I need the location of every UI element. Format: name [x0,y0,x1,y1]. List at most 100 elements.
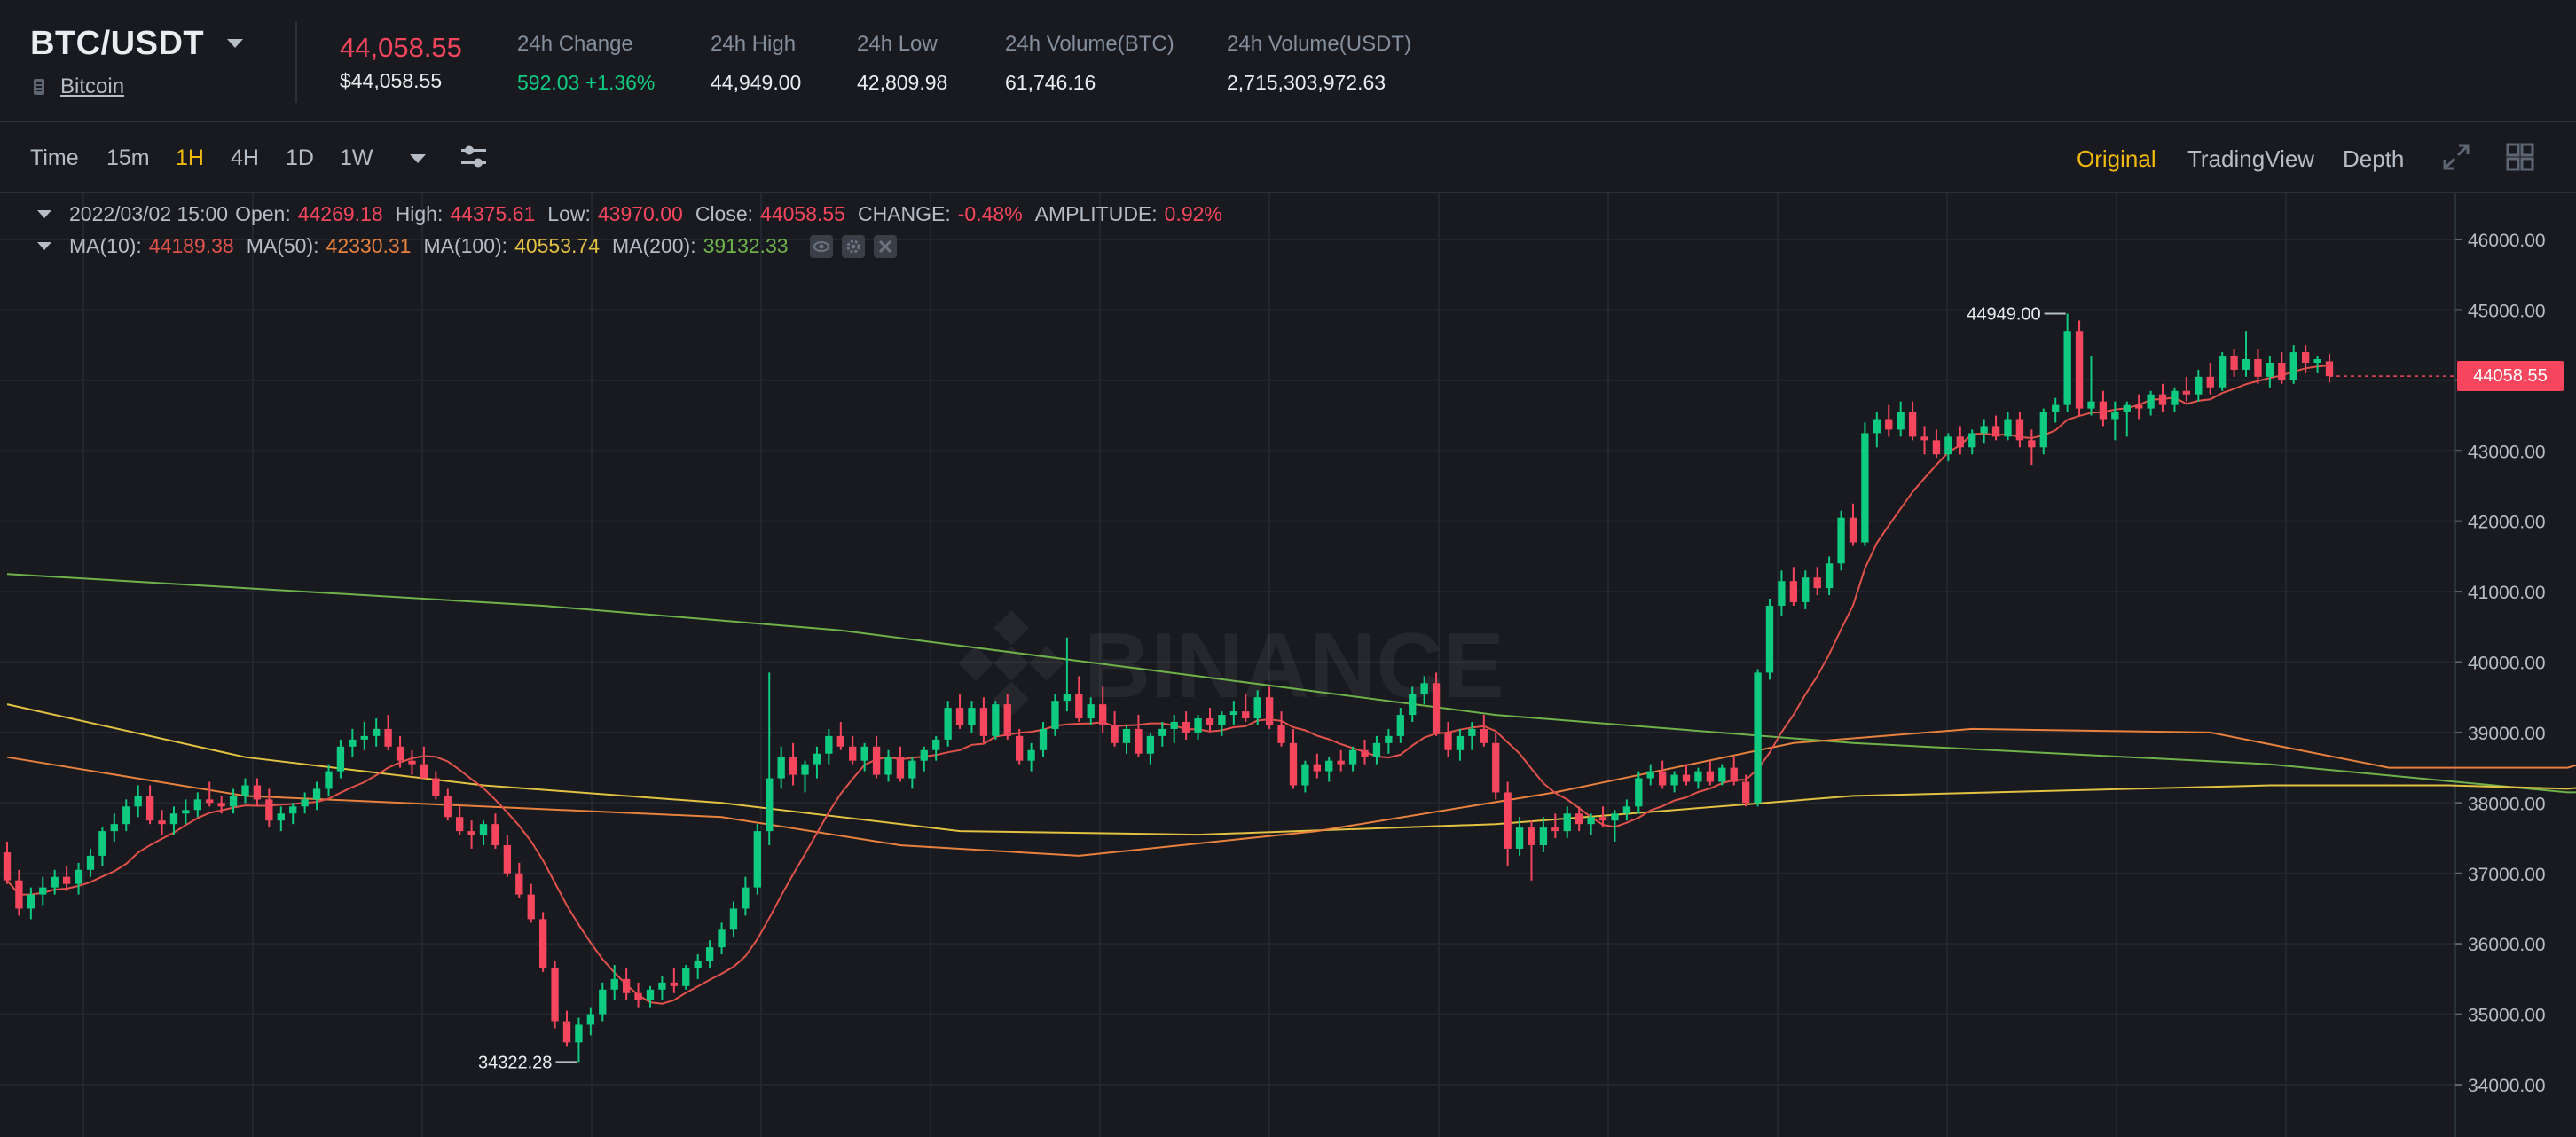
candle-body [1039,728,1048,750]
candle [1206,708,1214,733]
tab-depth[interactable]: Depth [2343,145,2405,172]
interval-more-caret-icon[interactable] [410,154,426,163]
candle-body [1956,436,1964,448]
expand-icon[interactable] [2441,142,2471,172]
candle-body [349,739,357,747]
price-tick-label: 37000.00 [2468,865,2546,885]
candle-body [718,929,726,948]
candle [813,746,821,779]
candle-body [1908,412,1917,437]
pair-title[interactable]: BTC/USDT [30,25,205,62]
candle-body [1229,711,1238,716]
candle-body [1158,728,1166,736]
candle-body [75,869,82,884]
candle-body [1754,672,1762,804]
candle-body [1873,419,1881,434]
candle-body [1849,517,1857,543]
tab-tradingview[interactable]: TradingView [2187,145,2315,172]
candle-body [420,764,428,779]
candle-body [1420,683,1428,694]
candle-body [1348,749,1357,765]
candle [1242,694,1250,723]
candlestick-chart[interactable]: BINANCE 46000.0045000.0044000.0043000.00… [0,193,2576,1137]
interval-4h[interactable]: 4H [231,145,259,170]
tab-original[interactable]: Original [2077,145,2156,172]
candle-body [241,785,249,796]
candle [1182,711,1190,740]
candle [2206,362,2214,395]
collapse-caret-icon[interactable] [37,210,51,218]
candle-body [1325,760,1333,772]
interval-time[interactable]: Time [30,145,79,170]
eye-icon[interactable] [809,234,833,258]
candle-body [610,978,618,990]
candle [373,718,381,747]
candle-body [301,799,309,807]
candle [360,722,368,750]
candle [1504,781,1512,866]
legend-high-label: High: [395,202,444,225]
interval-1w[interactable]: 1W [340,145,373,170]
candle [908,757,916,789]
caret-down-icon[interactable] [227,39,243,48]
candle-body [1087,704,1095,719]
candle [1313,753,1321,779]
candle-body [1694,771,1702,782]
candle [1396,708,1404,743]
candle [1825,556,1834,596]
candle [944,701,952,747]
sliders-icon[interactable] [459,142,488,172]
candle-body [145,796,154,821]
stat-label: 24h Low [857,32,938,56]
candle-body [1456,735,1465,750]
candle [158,810,166,835]
candle-body [1075,694,1083,719]
candle-body [766,778,774,832]
candle [1432,672,1441,736]
candle [206,781,214,807]
candle [1444,722,1452,757]
candle [1991,415,2000,441]
candle [1146,732,1155,765]
candle [610,964,618,1000]
candle-body [729,908,738,930]
candle-body [1289,742,1298,786]
candle [1111,711,1119,747]
close-icon[interactable] [873,234,897,258]
interval-1d[interactable]: 1D [286,145,314,170]
candle [2099,390,2108,427]
candle [2242,331,2250,377]
candle [1885,404,1893,437]
candle-body [2147,394,2155,409]
stat-value: 592.03 +1.36% [517,71,656,94]
gear-icon[interactable] [841,234,865,258]
candle-body [1372,742,1381,757]
candle-body [908,760,916,779]
candle-body [503,844,512,874]
candle [1170,715,1178,743]
interval-1h[interactable]: 1H [176,145,204,170]
price-tick-label: 39000.00 [2468,724,2546,744]
candle [1635,771,1643,814]
ma100-line [6,703,2576,836]
price-tick-label: 38000.00 [2468,794,2546,814]
price-chart[interactable]: BINANCE 46000.0045000.0044000.0043000.00… [0,193,2576,1137]
candle [1694,767,1702,789]
candle-body [1385,735,1393,743]
interval-15m[interactable]: 15m [106,145,150,170]
candle [1456,728,1465,761]
candle [503,835,512,877]
candle [1385,728,1393,754]
candle [51,869,59,895]
candle [253,778,262,807]
collapse-caret-icon[interactable] [37,242,51,250]
candle-body [2289,352,2297,380]
candle-body [1598,817,1607,821]
candle [75,862,82,895]
candle-body [2087,401,2095,409]
coin-link[interactable]: Bitcoin [60,74,125,98]
candle-body [1016,735,1024,761]
grid-icon[interactable] [2505,142,2535,172]
legend-close-label: Close: [695,202,754,225]
candle [1682,764,1691,786]
